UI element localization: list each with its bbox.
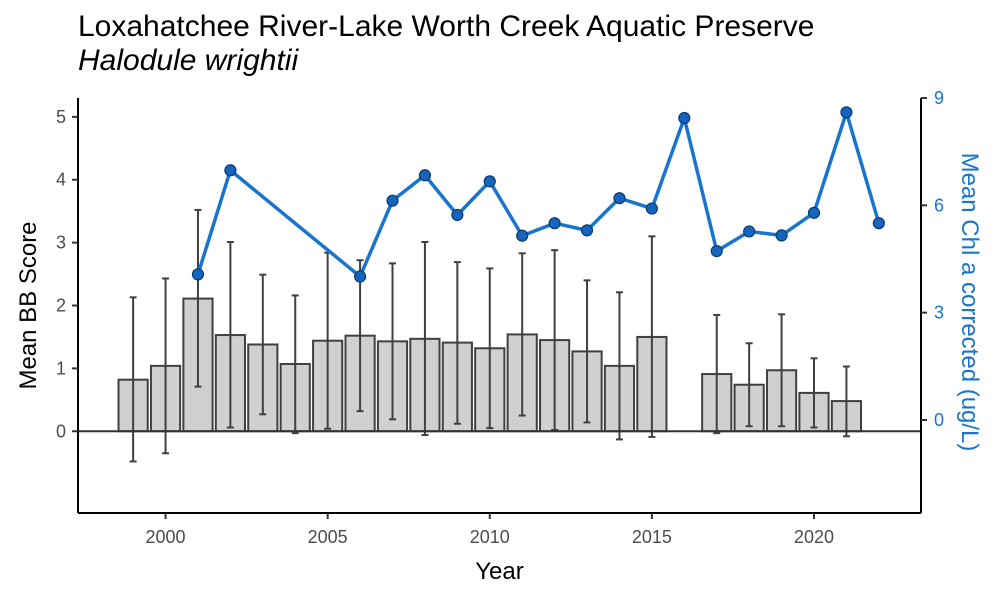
chl-point-2010 [483,175,496,188]
y2-tick-label: 9 [934,88,944,108]
error-bar-2018 [745,342,753,428]
error-bars-layer [129,208,850,463]
error-bar-2008 [421,240,429,437]
y-tick-label: 0 [56,421,66,441]
chl-point-2019 [775,229,788,242]
error-bar-2013 [583,279,591,424]
error-bar-2014 [615,291,623,441]
y2-axis-title: Mean Chl a corrected (ug/L) [956,153,983,452]
y2-tick-label: 3 [934,303,944,323]
x-tick-label: 2005 [308,527,348,547]
chart-subtitle: Halodule wrightii [78,44,299,77]
chl-point-2014 [613,192,626,205]
error-bar-2020 [810,357,818,429]
chl-point-2018 [743,225,756,238]
y-tick-label: 2 [56,296,66,316]
error-bar-2011 [518,252,526,417]
x-tick-label: 2020 [794,527,834,547]
y-tick-label: 3 [56,233,66,253]
y2-tick-label: 0 [934,410,944,430]
error-bar-2003 [259,273,267,416]
chl-series-line [196,110,881,279]
chl-point-2011 [516,229,529,242]
error-bar-2007 [389,262,397,421]
chl-point-2001 [191,268,205,281]
error-bar-2000 [162,277,170,455]
error-bar-2012 [551,249,559,431]
chl-line-layer [191,106,885,283]
chl-point-2020 [807,206,821,219]
x-tick-label: 2000 [146,527,186,547]
chl-point-2006 [353,270,367,283]
error-bar-2009 [453,261,461,425]
chl-point-2013 [580,224,594,237]
error-bar-2002 [226,240,234,429]
x-tick-label: 2010 [470,527,510,547]
error-bar-2021 [842,365,850,438]
chl-point-2015 [645,202,658,215]
x-tick-label: 2015 [632,527,672,547]
y-tick-label: 4 [56,170,66,190]
chl-point-2012 [548,217,561,230]
axes-layer: 0 1 2 3 4 5 0 3 6 9 2000 2005 2010 2015 2020 [56,88,944,547]
chl-point-2009 [451,208,464,222]
chl-point-2016 [678,111,691,125]
chl-point-2021 [840,106,853,119]
error-bar-2010 [486,267,494,430]
chl-point-2008 [418,169,432,182]
error-bar-2015 [648,235,656,438]
error-bar-2006 [356,259,364,413]
error-bar-2001 [194,208,202,388]
chl-point-2022 [872,217,885,230]
error-bar-1999 [129,296,137,463]
chl-point-2002 [224,164,237,177]
chl-point-2007 [386,194,399,207]
error-bar-2019 [778,313,786,428]
error-bar-2017 [713,313,721,435]
error-bar-2004 [291,294,299,435]
y-axis-title: Mean BB Score [15,221,42,389]
y-tick-label: 1 [56,358,66,378]
chl-point-2017 [710,245,723,258]
y2-tick-label: 6 [934,195,944,215]
chart-title: Loxahatchee River-Lake Worth Creek Aquat… [78,10,815,43]
x-axis-title: Year [475,558,524,585]
y-tick-label: 5 [56,107,66,127]
